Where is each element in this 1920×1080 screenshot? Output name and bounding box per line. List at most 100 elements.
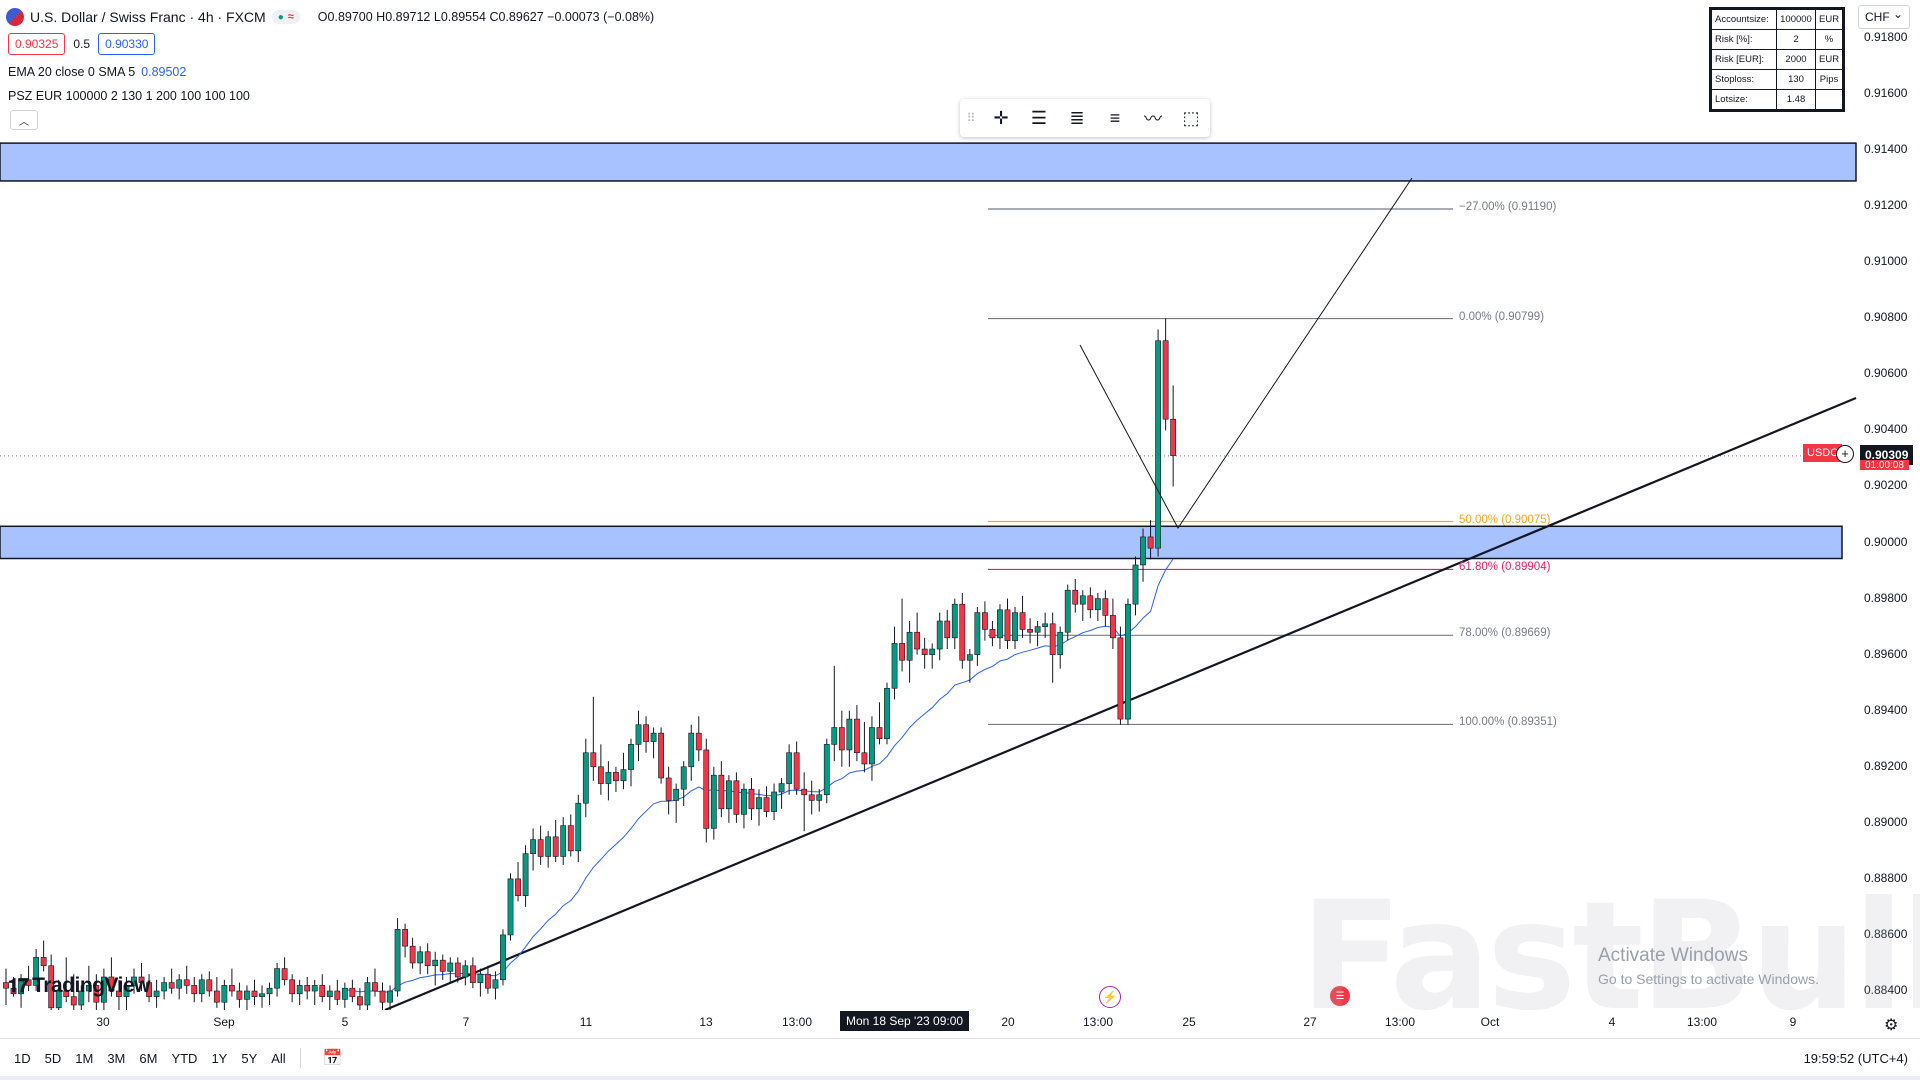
price-tick: 0.89800 bbox=[1864, 590, 1908, 605]
candle-body bbox=[357, 996, 363, 1006]
psz-key: Stoploss: bbox=[1711, 69, 1777, 90]
fib-settings-icon[interactable]: ≣ bbox=[1069, 107, 1085, 128]
timeframe-button[interactable]: 6M bbox=[139, 1050, 158, 1066]
candle-body bbox=[590, 752, 597, 768]
us-flag-event-icon[interactable]: ☰ bbox=[1330, 986, 1350, 1006]
price-tick: 0.90200 bbox=[1864, 478, 1908, 493]
candle-body bbox=[1057, 631, 1064, 655]
candle-body bbox=[108, 976, 115, 992]
fib-level-label: 0.00% (0.90799) bbox=[1459, 310, 1545, 323]
ohlc-readout: O0.89700 H0.89712 L0.89554 C0.89627 −0.0… bbox=[317, 10, 655, 24]
candle-body bbox=[10, 987, 17, 995]
collapse-legend-button[interactable]: ︿ bbox=[10, 110, 38, 130]
candle-body bbox=[929, 648, 936, 655]
trend-path-icon[interactable]: 〰 bbox=[1144, 109, 1162, 129]
candle-body bbox=[116, 990, 122, 997]
psz-key: Risk [EUR]: bbox=[1711, 49, 1777, 70]
crosshair-icon[interactable]: ✛ bbox=[993, 107, 1009, 128]
ema-line bbox=[344, 558, 1174, 993]
symbol-header: U.S. Dollar / Swiss Franc · 4h · FXCM ● ≈… bbox=[6, 6, 654, 28]
toolbar-divider bbox=[299, 1048, 301, 1068]
currency-select[interactable]: CHF bbox=[1858, 5, 1910, 29]
tradingview-logo[interactable]: 𝟏𝟕 TradingView bbox=[8, 974, 150, 998]
candle-body bbox=[439, 959, 446, 972]
price-tick: 0.89000 bbox=[1864, 814, 1908, 829]
timeframe-button[interactable]: All bbox=[271, 1050, 286, 1066]
candle-body bbox=[522, 853, 529, 897]
candle-body bbox=[198, 979, 205, 995]
candle-body bbox=[364, 982, 371, 1006]
candle-body bbox=[906, 631, 913, 661]
candle-body bbox=[183, 979, 190, 986]
candle-body bbox=[1147, 536, 1154, 549]
market-status-pill[interactable]: ● ≈ bbox=[271, 10, 300, 24]
price-tick: 0.89200 bbox=[1864, 758, 1908, 773]
candle-body bbox=[33, 957, 40, 986]
price-zone bbox=[0, 525, 1843, 560]
price-tick: 0.91800 bbox=[1864, 30, 1908, 44]
psz-indicator-legend[interactable]: PSZ EUR 100000 2 130 1 200 100 100 100 bbox=[8, 89, 250, 103]
time-tick: 13:00 bbox=[781, 1015, 813, 1029]
candle-body bbox=[1117, 637, 1124, 720]
timeframe-button[interactable]: 3M bbox=[107, 1050, 126, 1066]
candle-body bbox=[613, 772, 619, 782]
timeframe-button[interactable]: 5Y bbox=[241, 1050, 258, 1066]
approx-icon: ≈ bbox=[287, 11, 294, 23]
chart-canvas[interactable] bbox=[0, 0, 1920, 1010]
candle-body bbox=[1027, 629, 1033, 633]
candle-body bbox=[1132, 564, 1139, 605]
candle-body bbox=[628, 744, 634, 770]
candle-body bbox=[289, 979, 296, 995]
bottom-edge-strip bbox=[0, 1076, 1920, 1080]
candle-body bbox=[40, 957, 47, 967]
buy-price-button[interactable]: 0.90330 bbox=[98, 33, 156, 55]
price-axis[interactable]: 0.91800 0.91600 0.91400 0.91200 0.91000 0.908… bbox=[1858, 0, 1920, 1010]
candle-body bbox=[1087, 595, 1094, 611]
symbol-price-tag: USDC bbox=[1803, 444, 1843, 462]
sell-price-button[interactable]: 0.90325 bbox=[8, 33, 66, 55]
candle-body bbox=[515, 878, 521, 896]
timezone-clock[interactable]: 19:59:52 (UTC+4) bbox=[1803, 1050, 1908, 1066]
candle-body bbox=[605, 772, 612, 784]
timeframe-button[interactable]: 1M bbox=[75, 1050, 94, 1066]
bar-countdown-tag: 01:00:08 bbox=[1860, 460, 1909, 470]
candle-body bbox=[846, 718, 853, 751]
timeframe-button[interactable]: 1Y bbox=[211, 1050, 228, 1066]
drag-handle-icon[interactable]: ⠿ bbox=[966, 111, 976, 125]
candle-body bbox=[447, 962, 454, 972]
fastbull-watermark: FastBull bbox=[1300, 870, 1920, 1044]
timeframe-button[interactable]: 1D bbox=[14, 1050, 31, 1066]
timeframe-button[interactable]: 5D bbox=[44, 1050, 62, 1066]
levels-icon[interactable]: ≡ bbox=[1109, 107, 1121, 128]
candle-body bbox=[741, 788, 747, 815]
psz-value: 1.48 bbox=[1776, 89, 1816, 110]
goto-date-calendar-icon[interactable]: 📅 bbox=[322, 1050, 343, 1067]
psz-row: Stoploss: 130 Pips bbox=[1711, 69, 1844, 90]
symbol-title[interactable]: U.S. Dollar / Swiss Franc · 4h · FXCM bbox=[30, 9, 266, 25]
psz-key: Accountsize: bbox=[1711, 9, 1777, 30]
psz-row: Accountsize: 100000 EUR bbox=[1711, 9, 1844, 30]
candle-body bbox=[959, 603, 966, 661]
horizontal-lines-icon[interactable]: ☰ bbox=[1030, 107, 1048, 128]
gear-icon[interactable]: ⚙ bbox=[1884, 1017, 1899, 1034]
event-lightning-icon[interactable]: ⚡ bbox=[1099, 986, 1121, 1008]
candle-body bbox=[876, 727, 883, 740]
candle-body bbox=[733, 780, 740, 815]
candle-body bbox=[326, 990, 333, 997]
candle-body bbox=[78, 990, 85, 1006]
ema-indicator-legend[interactable]: EMA 20 close 0 SMA 5 0.89502 bbox=[8, 65, 186, 79]
rectangle-select-icon[interactable]: ⬚ bbox=[1182, 107, 1200, 128]
candle-body bbox=[236, 990, 243, 1000]
add-alert-plus-icon[interactable]: + bbox=[1836, 445, 1854, 463]
candle-body bbox=[861, 752, 868, 765]
candle-body bbox=[462, 965, 469, 978]
candle-body bbox=[966, 654, 973, 661]
candle-body bbox=[560, 825, 567, 857]
candle-body bbox=[725, 780, 732, 810]
fib-level-label: 100.00% (0.89351) bbox=[1459, 716, 1557, 729]
fib-level-label: −27.00% (0.91190) bbox=[1459, 200, 1557, 213]
candle-body bbox=[477, 973, 484, 983]
candle-body bbox=[567, 825, 574, 852]
candle-body bbox=[838, 727, 845, 751]
timeframe-button[interactable]: YTD bbox=[171, 1050, 198, 1066]
